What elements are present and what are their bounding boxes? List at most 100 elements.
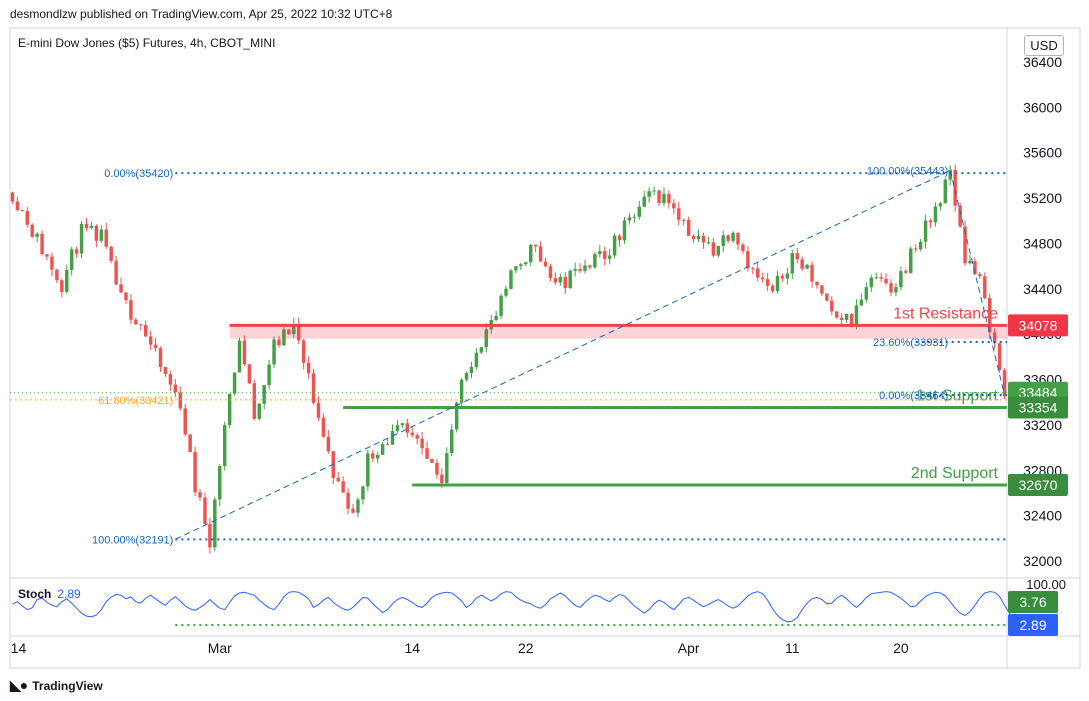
candle-body [430,458,434,463]
candle-body [603,251,607,259]
candle-body [889,283,893,293]
fib-label: 61.80%(33421) [98,395,173,407]
candle-body [696,235,701,240]
stoch-k-badge-label: 3.76 [1019,594,1046,610]
candle-body [736,232,740,245]
candle-body [20,210,25,212]
fib-trendline [949,170,1006,396]
candle-body [790,253,795,274]
candle-body [395,425,400,431]
currency-button[interactable]: USD [1024,35,1064,56]
x-tick-label: Apr [678,640,700,656]
candle-body [89,225,94,229]
candle-body [242,340,247,365]
candle-body [904,271,908,273]
candle-body [741,244,745,252]
candle-body [454,402,459,430]
candle-body [647,191,651,197]
candle-body [247,364,252,384]
candle-body [711,242,716,256]
candle-body [139,324,143,326]
candle-body [464,373,469,380]
candle-body [933,206,938,223]
price-badge [1008,474,1068,497]
candle-body [277,339,281,346]
x-tick-label: 20 [893,640,909,656]
candle-body [731,232,735,241]
candle-body [420,438,424,449]
candle-body [928,220,933,223]
candle-body [573,269,577,271]
y-tick-label: 32000 [1023,553,1062,569]
candle-body [514,266,518,271]
y-tick-label: 33200 [1023,417,1062,433]
candle-body [55,269,59,281]
candle-body [163,367,168,375]
tradingview-logo-icon: ◣● [10,677,28,693]
candle-body [992,332,997,344]
stoch-value: 2.89 [57,587,81,601]
candle-body [987,298,992,333]
y-tick-label: 35600 [1023,145,1062,161]
candle-body [884,278,888,284]
candle-body [74,249,79,254]
candle-body [445,453,449,483]
candle-body [983,276,987,299]
candle-body [10,192,15,202]
candle-body [923,220,928,242]
candle-body [1002,370,1007,397]
candle-body [538,246,543,262]
candle-body [341,481,345,493]
candle-body [459,379,464,403]
candle-body [899,271,903,288]
candle-body [963,226,967,264]
candle-body [642,196,646,207]
candle-body [272,339,276,365]
candle-body [844,313,849,321]
candle-body [553,278,558,283]
brand-footer[interactable]: ◣● TradingView [10,677,103,694]
candle-body [770,285,775,292]
candle-body [973,261,977,275]
candle-body [765,279,770,286]
candle-body [820,285,824,294]
candle-body [232,372,237,394]
candle-body [494,315,498,320]
candle-body [834,311,839,318]
candle-body [874,277,878,279]
candle-body [815,281,819,286]
fib-label: 0.00%(33464) [879,390,948,402]
candle-body [938,203,943,207]
candle-body [208,524,212,548]
candle-body [662,193,666,204]
candle-body [849,313,854,326]
candle-body [484,329,489,348]
candle-body [168,374,173,385]
candle-body [257,403,261,419]
fib-trendline [175,170,951,540]
candle-body [60,280,64,292]
candle-body [558,277,563,283]
candle-body [134,319,138,325]
candle-body [598,251,602,255]
candle-body [287,329,291,335]
y-tick-label: 34400 [1023,281,1062,297]
candle-body [593,254,597,268]
candle-body [410,432,414,436]
candle-body [30,224,34,237]
candle-body [563,277,567,289]
candle-body [533,244,538,247]
candle-body [361,486,365,500]
brand-name: TradingView [32,678,103,693]
candle-body [622,220,627,241]
candle-body [474,352,479,367]
candle-body [35,233,39,237]
candle-body [450,429,454,454]
candle-body [854,305,859,326]
candle-body [193,452,197,493]
fib-label: 0.00%(35420) [104,168,173,180]
x-tick-label: 14 [404,640,420,656]
candle-body [681,219,686,221]
candle-body [198,492,202,498]
